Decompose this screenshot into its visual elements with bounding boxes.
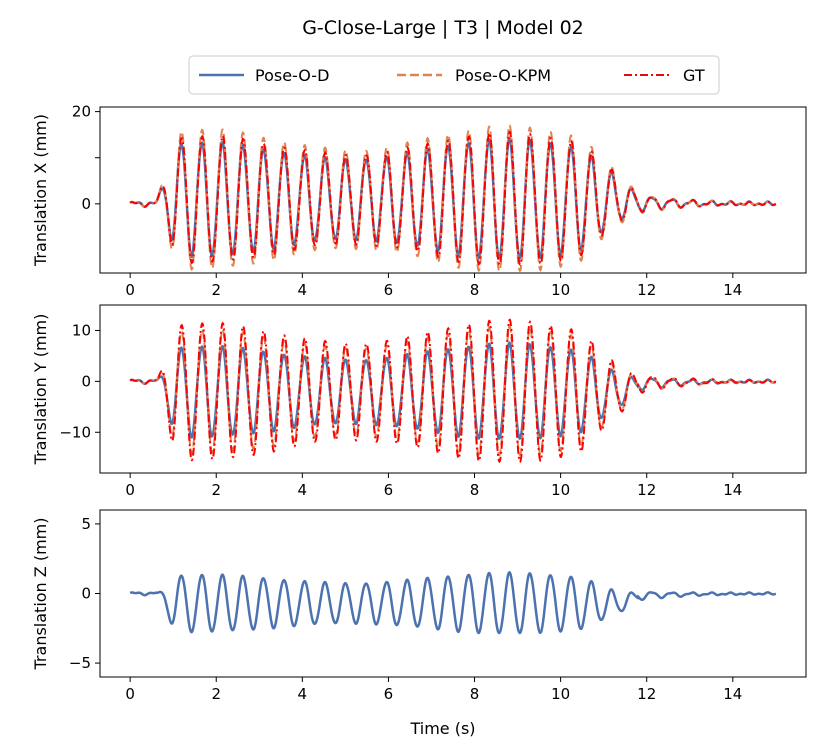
subplot-3: 0 2 4 6 8 10 12 14 −5 0 5 Translation Z (mm) bbox=[31, 509, 807, 703]
plot-frame-2 bbox=[99, 304, 807, 474]
plot-frame-1 bbox=[99, 106, 807, 274]
x-tick-label: 10 bbox=[551, 685, 570, 703]
x-tick-label: 8 bbox=[470, 685, 480, 703]
series-line-pose-o-d-3 bbox=[129, 570, 777, 635]
x-tick-label: 6 bbox=[384, 281, 394, 299]
x-tick-label: 12 bbox=[637, 685, 656, 703]
chart-title: G-Close-Large | T3 | Model 02 bbox=[302, 17, 584, 39]
x-tick-label: 14 bbox=[723, 685, 742, 703]
legend-frame bbox=[188, 55, 720, 95]
x-tick-label: 12 bbox=[637, 481, 656, 499]
y-tick-label: 20 bbox=[72, 103, 91, 121]
series-line-gt-1 bbox=[129, 130, 777, 267]
x-tick-label: 14 bbox=[723, 281, 742, 299]
subplot-2: 0 2 4 6 8 10 12 14 −10 0 10 Translation Y (mm) bbox=[31, 304, 807, 499]
legend-label-pose-o-d: Pose-O-D bbox=[255, 66, 329, 85]
x-tick-label: 6 bbox=[384, 481, 394, 499]
x-tick-label: 10 bbox=[551, 481, 570, 499]
x-tick-label: 4 bbox=[298, 685, 308, 703]
x-tick-label: 2 bbox=[211, 685, 221, 703]
legend-label-pose-o-kpm: Pose-O-KPM bbox=[455, 66, 551, 85]
x-tick-label: 12 bbox=[637, 281, 656, 299]
x-tick-label: 8 bbox=[470, 281, 480, 299]
subplot-1: 0 2 4 6 8 10 12 14 0 20 Translation X (mm) bbox=[31, 103, 807, 299]
y-axis-label-1: Translation X (mm) bbox=[31, 114, 50, 267]
y-tick-label: 0 bbox=[81, 372, 91, 390]
y-tick-label: 0 bbox=[81, 195, 91, 213]
x-tick-label: 0 bbox=[125, 481, 135, 499]
x-tick-label: 2 bbox=[211, 481, 221, 499]
x-tick-label: 0 bbox=[125, 685, 135, 703]
y-axis-label-3: Translation Z (mm) bbox=[31, 518, 50, 671]
x-tick-label: 0 bbox=[125, 281, 135, 299]
x-tick-label: 2 bbox=[211, 281, 221, 299]
y-tick-label: −5 bbox=[69, 654, 91, 672]
y-tick-label: 0 bbox=[81, 585, 91, 603]
series-line-gt-2 bbox=[129, 318, 777, 464]
x-tick-label: 8 bbox=[470, 481, 480, 499]
x-tick-label: 4 bbox=[298, 281, 308, 299]
legend: Pose-O-D Pose-O-KPM GT bbox=[188, 55, 720, 95]
x-tick-label: 6 bbox=[384, 685, 394, 703]
x-tick-label: 10 bbox=[551, 281, 570, 299]
y-tick-label: 10 bbox=[72, 321, 91, 339]
x-tick-label: 14 bbox=[723, 481, 742, 499]
x-tick-label: 4 bbox=[298, 481, 308, 499]
y-tick-label: −10 bbox=[59, 423, 91, 441]
x-axis-label: Time (s) bbox=[409, 719, 475, 738]
y-axis-label-2: Translation Y (mm) bbox=[31, 314, 50, 466]
legend-label-gt: GT bbox=[683, 66, 705, 85]
y-tick-label: 5 bbox=[81, 515, 91, 533]
